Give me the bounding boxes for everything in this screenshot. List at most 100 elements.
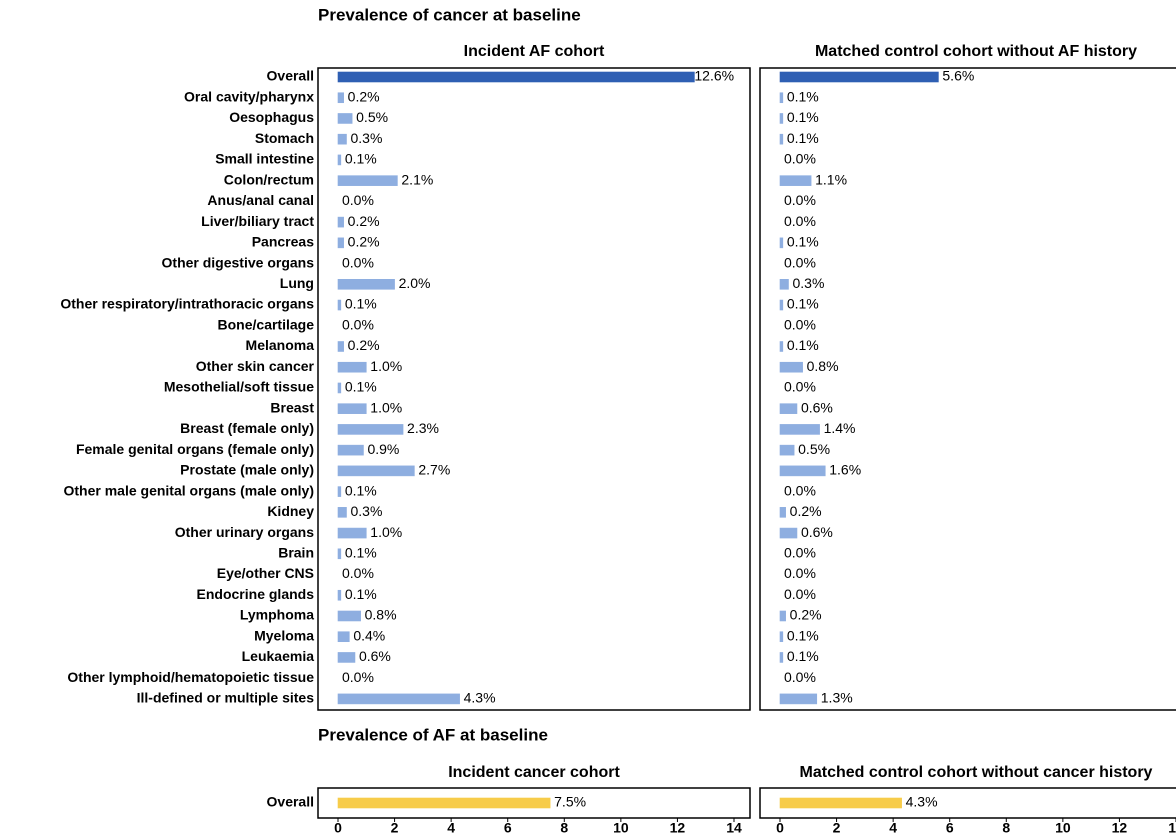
category-label: Endocrine glands	[197, 586, 315, 602]
value-label: 0.0%	[342, 565, 374, 581]
bar	[337, 92, 344, 104]
category-label: Other lymphoid/hematopoietic tissue	[67, 669, 314, 685]
value-label: 0.3%	[350, 503, 382, 519]
panel-frame	[317, 67, 751, 711]
bar	[779, 278, 789, 290]
category-label: Pancreas	[252, 234, 314, 250]
value-label: 0.1%	[787, 130, 819, 146]
value-label: 0.0%	[784, 316, 816, 332]
category-label: Overall	[267, 68, 314, 84]
value-label: 0.1%	[345, 296, 377, 312]
bar	[779, 465, 826, 477]
value-label: 0.1%	[345, 544, 377, 560]
bar	[337, 465, 415, 477]
value-label: 0.0%	[784, 482, 816, 498]
bar	[779, 113, 784, 124]
x-tick-label: 0	[776, 820, 784, 836]
bar	[779, 175, 812, 186]
bar	[337, 797, 551, 809]
category-label: Breast	[270, 399, 314, 415]
panel-frame	[317, 787, 751, 819]
bar	[779, 652, 784, 663]
category-label: Melanoma	[246, 337, 315, 353]
value-label: 0.6%	[359, 648, 391, 664]
value-label: 1.3%	[821, 690, 853, 706]
bar	[779, 631, 784, 643]
section-title: Prevalence of AF at baseline	[318, 725, 548, 744]
x-tick-label: 10	[1055, 820, 1071, 836]
bar	[779, 507, 786, 518]
category-label: Prostate (male only)	[180, 462, 314, 478]
bar	[337, 382, 342, 394]
value-label: 0.0%	[784, 213, 816, 229]
bar	[337, 133, 347, 145]
category-label: Oesophagus	[229, 109, 314, 125]
value-label: 0.1%	[787, 627, 819, 643]
category-label: Breast (female only)	[180, 420, 314, 436]
bar	[337, 424, 404, 435]
value-label: 12.6%	[694, 68, 734, 84]
value-label: 1.1%	[815, 171, 847, 187]
value-label: 0.1%	[787, 648, 819, 664]
value-label: 0.0%	[342, 254, 374, 270]
bar	[337, 652, 356, 663]
x-tick-label: 12	[1112, 820, 1128, 836]
bar	[337, 216, 344, 228]
value-label: 0.2%	[348, 88, 380, 104]
category-label: Overall	[267, 794, 314, 810]
category-label: Liver/biliary tract	[201, 213, 314, 229]
bar	[337, 403, 367, 414]
value-label: 0.1%	[787, 234, 819, 250]
x-tick-label: 4	[889, 820, 897, 836]
value-label: 0.2%	[790, 503, 822, 519]
value-label: 0.1%	[345, 482, 377, 498]
bar	[779, 71, 939, 83]
category-label: Anus/anal canal	[207, 192, 314, 208]
value-label: 0.1%	[787, 337, 819, 353]
category-label: Lung	[280, 275, 314, 291]
value-label: 0.5%	[798, 441, 830, 457]
value-label: 0.4%	[353, 627, 385, 643]
x-tick-label: 0	[334, 820, 342, 836]
category-label: Colon/rectum	[224, 171, 314, 187]
value-label: 0.2%	[348, 234, 380, 250]
value-label: 0.0%	[784, 565, 816, 581]
bar	[779, 133, 784, 145]
category-label: Other urinary organs	[175, 524, 314, 540]
category-label: Other digestive organs	[162, 254, 315, 270]
x-tick-label: 8	[560, 820, 568, 836]
bar	[337, 507, 347, 518]
value-label: 0.0%	[784, 192, 816, 208]
bar	[779, 237, 784, 249]
category-label: Other male genital organs (male only)	[63, 482, 314, 498]
value-label: 0.1%	[787, 88, 819, 104]
x-tick-label: 2	[391, 820, 399, 836]
bar	[779, 797, 902, 809]
x-tick-label: 10	[613, 820, 629, 836]
bar	[337, 237, 344, 249]
bar	[779, 693, 818, 705]
panel-frame	[759, 67, 1176, 711]
category-label: Other respiratory/intrathoracic organs	[60, 296, 314, 312]
value-label: 0.2%	[348, 213, 380, 229]
value-label: 2.3%	[407, 420, 439, 436]
bar	[337, 486, 342, 497]
category-label: Bone/cartilage	[218, 316, 315, 332]
category-label: Lymphoma	[240, 607, 314, 623]
category-label: Female genital organs (female only)	[76, 441, 314, 457]
value-label: 4.3%	[464, 690, 496, 706]
bar	[779, 341, 784, 352]
bar	[779, 403, 798, 414]
panel-title: Matched control cohort without cancer hi…	[800, 764, 1153, 781]
x-tick-label: 4	[447, 820, 455, 836]
value-label: 0.0%	[342, 669, 374, 685]
x-tick-label: 12	[670, 820, 686, 836]
bar	[779, 92, 784, 104]
category-label: Mesothelial/soft tissue	[164, 379, 314, 395]
value-label: 2.0%	[399, 275, 431, 291]
bar	[337, 589, 342, 601]
category-label: Stomach	[255, 130, 314, 146]
value-label: 1.6%	[829, 462, 861, 478]
value-label: 0.2%	[790, 607, 822, 623]
